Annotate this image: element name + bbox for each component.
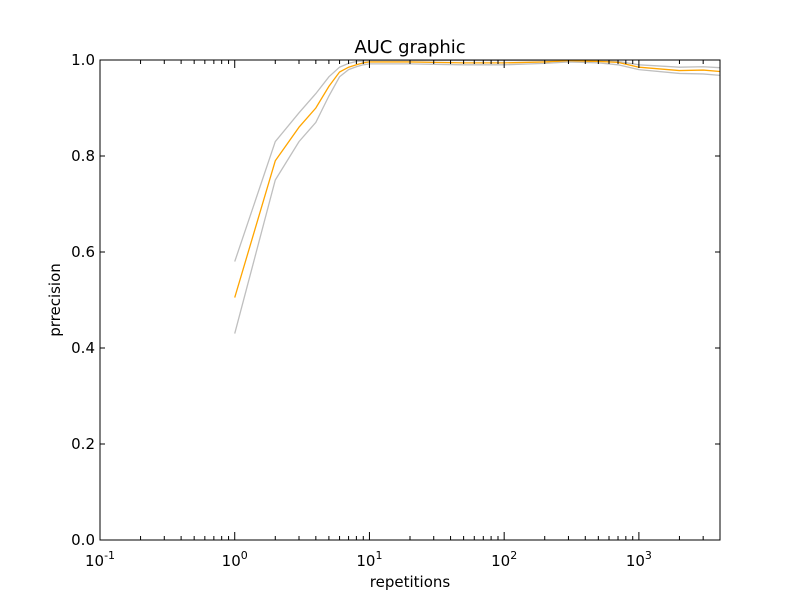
- x-axis-label: repetitions: [370, 573, 451, 591]
- x-tick-label: 102: [491, 549, 517, 570]
- y-axis-label: prrecision: [46, 263, 64, 337]
- y-tick-label: 0.0: [71, 531, 95, 549]
- x-tick-label: 100: [222, 549, 248, 570]
- x-tick-label-exponent: 1: [375, 549, 382, 562]
- x-tick-label-base: 10: [491, 552, 510, 570]
- x-tick-label-exponent: 0: [241, 549, 248, 562]
- series-line-3: [234, 61, 721, 334]
- x-tick-label-base: 10: [356, 552, 375, 570]
- plot-frame: [99, 59, 721, 541]
- x-tick-label: 10-1: [85, 549, 115, 570]
- series-line-2: [234, 60, 721, 298]
- x-tick-label-exponent: 3: [645, 549, 652, 562]
- chart-title: AUC graphic: [354, 37, 465, 58]
- y-tick-label: 0.8: [71, 147, 95, 165]
- x-tick-label-base: 10: [85, 552, 104, 570]
- y-tick-label: 1.0: [71, 51, 95, 69]
- x-tick-label-base: 10: [222, 552, 241, 570]
- x-tick-label-exponent: 2: [510, 549, 517, 562]
- y-tick-label: 0.2: [71, 435, 95, 453]
- x-tick-label-exponent: -1: [104, 549, 115, 562]
- x-tick-label: 103: [626, 549, 652, 570]
- x-tick-label-base: 10: [626, 552, 645, 570]
- y-tick-label: 0.6: [71, 243, 95, 261]
- tick-layer: 0.00.20.40.60.81.010-1 100 101 102 103: [71, 51, 721, 570]
- y-tick-label: 0.4: [71, 339, 95, 357]
- x-tick-label: 101: [356, 549, 382, 570]
